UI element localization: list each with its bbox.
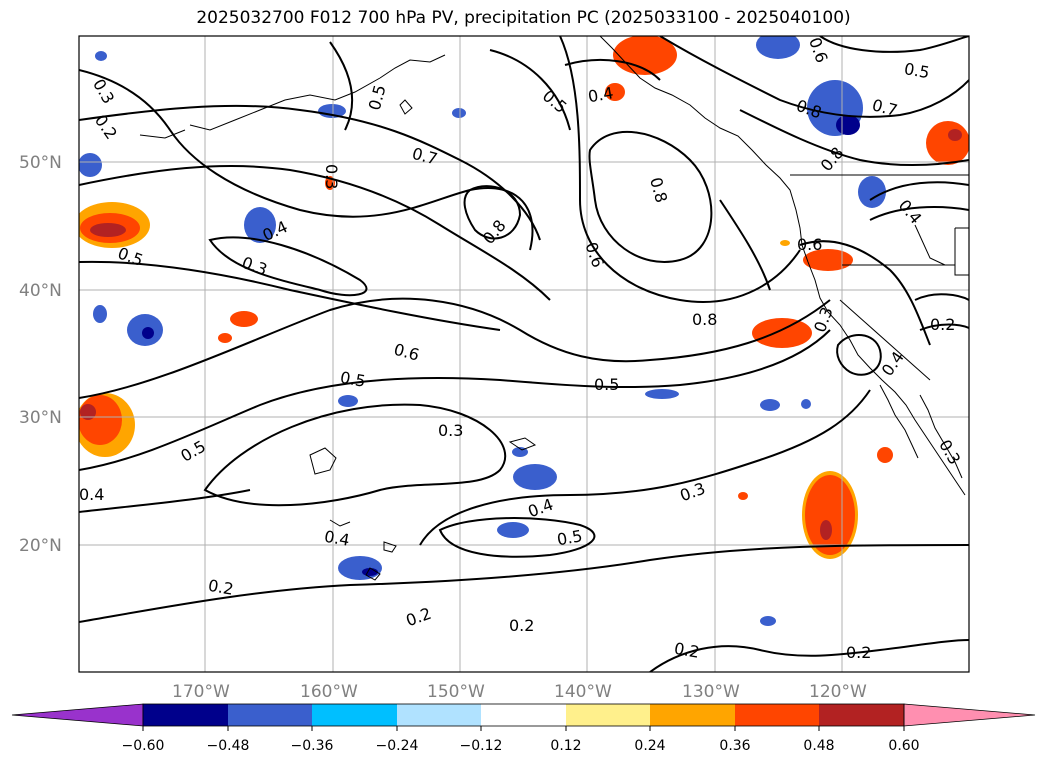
colorbar-tick-label: −0.60 xyxy=(122,738,165,754)
contour-label: 0.8 xyxy=(692,310,717,329)
map-frame xyxy=(78,35,970,673)
colorbar-swatch xyxy=(819,704,904,726)
precip-positive-area xyxy=(948,129,962,141)
precip-negative-area xyxy=(836,115,860,135)
longitude-label: 130°W xyxy=(682,682,740,702)
precip-negative-area xyxy=(79,153,102,177)
contour-label: 0.4 xyxy=(79,485,104,504)
longitude-label: 150°W xyxy=(427,682,485,702)
precip-negative-area xyxy=(760,399,780,411)
colorbar-swatch xyxy=(312,704,397,726)
colorbar-tick-label: 0.48 xyxy=(803,738,834,754)
precip-positive-area xyxy=(780,240,790,246)
contour-label: 0.5 xyxy=(339,368,367,391)
colorbar-ticks xyxy=(142,726,905,731)
contour-label: 0.6 xyxy=(797,235,822,254)
precip-negative-area xyxy=(756,36,800,59)
precip-negative-area xyxy=(760,616,776,626)
contour-label: 0.5 xyxy=(903,59,931,82)
colorbar-swatch xyxy=(735,704,819,726)
precip-positive-area xyxy=(90,223,126,237)
contour-label: 0.2 xyxy=(207,576,235,599)
precip-positive-area xyxy=(80,404,96,420)
colorbar-swatch xyxy=(566,704,650,726)
colorbar-tick-labels: −0.60 −0.48 −0.36 −0.24 −0.12 0.12 0.24 … xyxy=(122,738,920,754)
colorbar: −0.60 −0.48 −0.36 −0.24 −0.12 0.12 0.24 … xyxy=(11,703,1036,754)
longitude-axis-labels: 170°W 160°W 150°W 140°W 130°W 120°W xyxy=(172,682,867,702)
latitude-label: 20°N xyxy=(19,536,62,556)
colorbar-swatch xyxy=(397,704,481,726)
colorbar-tick-label: −0.48 xyxy=(207,738,250,754)
precip-negative-area xyxy=(645,389,679,399)
longitude-label: 140°W xyxy=(554,682,612,702)
precip-negative-area xyxy=(95,51,107,61)
colorbar-swatch xyxy=(143,704,228,726)
contour-label: 0.2 xyxy=(673,639,701,662)
precip-positive-area xyxy=(803,249,853,271)
precip-positive-area xyxy=(230,311,258,327)
precip-negative-area xyxy=(244,207,276,243)
colorbar-tick-label: 0.12 xyxy=(550,738,581,754)
colorbar-swatch xyxy=(228,704,312,726)
map-title: 2025032700 F012 700 hPa PV, precipitatio… xyxy=(196,8,851,28)
longitude-label: 120°W xyxy=(809,682,867,702)
colorbar-extend-low xyxy=(11,703,144,727)
colorbar-swatch xyxy=(481,704,566,726)
contour-label: 0.5 xyxy=(594,375,619,394)
colorbar-tick-label: 0.36 xyxy=(719,738,750,754)
precip-positive-area xyxy=(820,520,832,540)
precipitation-shading xyxy=(79,36,969,626)
precip-positive-area xyxy=(926,121,969,165)
coastlines xyxy=(139,36,969,581)
precip-positive-area xyxy=(218,333,232,343)
precip-negative-area xyxy=(497,522,529,538)
contour-label: 0.3 xyxy=(438,421,463,440)
contour-label: 0.4 xyxy=(586,83,614,106)
precip-positive-area xyxy=(605,83,625,101)
colorbar-extend-high xyxy=(903,703,1036,727)
contour-label: 0.2 xyxy=(846,643,871,662)
latitude-label: 50°N xyxy=(19,153,62,173)
precip-positive-area xyxy=(752,318,812,348)
latitude-axis-labels: 50°N 40°N 30°N 20°N xyxy=(19,153,62,556)
graticule xyxy=(79,36,969,672)
precip-positive-area xyxy=(613,36,677,75)
latitude-label: 30°N xyxy=(19,408,62,428)
precip-positive-area xyxy=(79,395,122,445)
colorbar-tick-label: 0.60 xyxy=(888,738,919,754)
precip-negative-area xyxy=(338,556,382,580)
colorbar-swatch xyxy=(650,704,735,726)
pv-contours xyxy=(79,36,969,672)
precip-negative-area xyxy=(452,108,466,118)
precip-negative-area xyxy=(338,395,358,407)
latitude-label: 40°N xyxy=(19,281,62,301)
precip-negative-area xyxy=(93,305,107,323)
contour-label: 0.4 xyxy=(323,527,351,550)
precip-negative-area xyxy=(801,399,811,409)
contour-label: 0.2 xyxy=(930,315,955,334)
contour-label: 0.5 xyxy=(555,526,583,549)
contour-label: 0.3 xyxy=(322,164,341,189)
longitude-label: 170°W xyxy=(172,682,230,702)
precip-negative-area xyxy=(513,464,557,490)
contour-label: 0.2 xyxy=(509,616,534,635)
map-plot-area: 0.3 0.2 0.5 0.4 0.5 0.3 0.6 0.5 0.3 0.5 … xyxy=(79,36,969,672)
colorbar-tick-label: −0.24 xyxy=(376,738,419,754)
precip-negative-area xyxy=(142,327,154,339)
precip-positive-area xyxy=(805,475,855,555)
colorbar-tick-label: 0.24 xyxy=(634,738,665,754)
precip-positive-area xyxy=(877,447,893,463)
colorbar-tick-label: −0.12 xyxy=(460,738,503,754)
precip-negative-area xyxy=(858,176,886,208)
colorbar-tick-label: −0.36 xyxy=(291,738,334,754)
precip-positive-area xyxy=(738,492,748,500)
longitude-label: 160°W xyxy=(300,682,358,702)
precip-negative-area xyxy=(362,568,378,576)
colorbar-frame xyxy=(142,703,905,727)
